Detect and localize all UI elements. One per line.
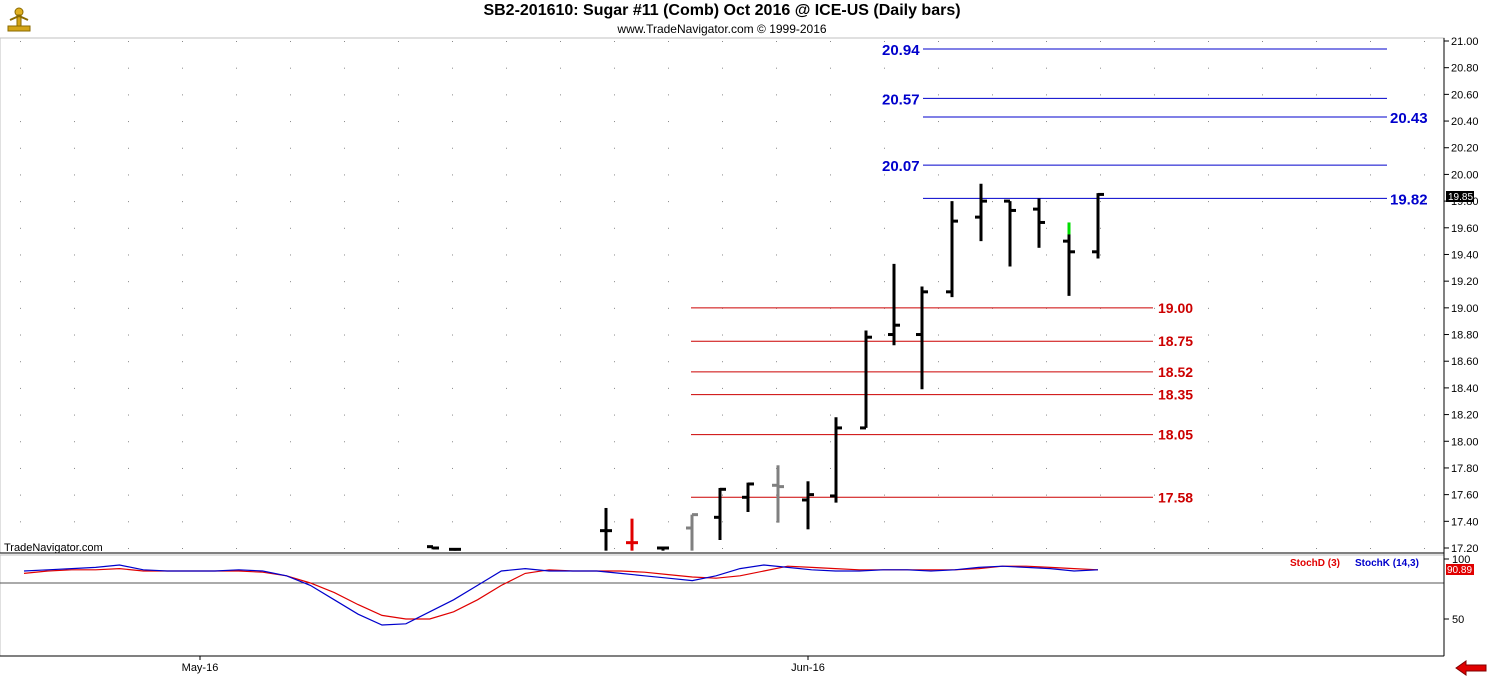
ohlc-bar [1092,192,1104,259]
ohlc-bar [888,263,900,346]
y-tick-label: 20.80 [1451,63,1479,75]
last-stoch-marker: 90.89 [1446,564,1474,576]
ohlc-bar [975,183,987,242]
red-level-label: 18.52 [1158,364,1193,380]
red-level-label: 18.35 [1158,387,1193,403]
watermark-text: TradeNavigator.com [4,542,103,554]
ohlc-bar [1033,198,1045,248]
y-tick-label: 19.40 [1451,249,1479,261]
y-tick-label: 19.00 [1451,303,1479,315]
blue-level-label: 20.57 [882,91,920,108]
indicator-panel-frame [0,554,1445,657]
y-tick-label: 18.60 [1451,356,1479,368]
last-price-marker: 19.85 [1446,191,1474,203]
y-tick-label: 17.60 [1451,490,1479,502]
y-tick-label: 18.80 [1451,330,1479,342]
blue-level-label: 20.43 [1390,110,1428,127]
y-tick-label: 17.20 [1451,543,1479,555]
x-tick-label: Jun-16 [791,662,825,674]
ohlc-bar [626,518,638,551]
ohlc-bar [1004,199,1016,267]
ohlc-bar [657,546,669,551]
stoch-k-legend: StochK (14,3) [1355,558,1419,569]
stoch-y-tick-label: 100 [1452,554,1470,566]
y-tick-label: 19.60 [1451,223,1479,235]
trade-navigator-logo-icon [7,7,31,32]
stoch-y-axis: 100 50 [1444,554,1470,626]
y-tick-label: 18.00 [1451,436,1479,448]
ohlc-bar [714,487,726,540]
y-tick-label: 18.40 [1451,383,1479,395]
red-level-label: 19.00 [1158,300,1193,316]
blue-level-label: 19.82 [1390,191,1428,208]
grid-dots [20,41,1425,549]
ohlc-bar [830,417,842,503]
ohlc-bar [802,481,814,530]
y-tick-label: 19.20 [1451,276,1479,288]
last-price-label: 19.85 [1448,192,1473,203]
scroll-arrow-icon[interactable] [1455,660,1487,676]
y-tick-label: 20.20 [1451,143,1479,155]
ohlc-bar [600,507,612,551]
red-level-label: 18.75 [1158,333,1193,349]
ohlc-bars [427,183,1104,551]
chart-header: SB2-201610: Sugar #11 (Comb) Oct 2016 @ … [0,0,1444,38]
red-level-label: 17.58 [1158,489,1193,505]
red-level-label: 18.05 [1158,427,1193,443]
y-tick-label: 17.80 [1451,463,1479,475]
last-stoch-label: 90.89 [1447,565,1472,576]
support-resistance-levels: 20.94 20.57 20.43 20.07 19.82 19.00 18.75 18.52… [691,42,1428,505]
ohlc-bar [1063,222,1075,296]
price-y-axis: 21.0020.8020.6020.4020.2020.0019.8019.60… [1444,36,1479,555]
stoch-y-tick-label: 50 [1452,614,1464,626]
ohlc-bar [946,201,958,298]
ohlc-bar [916,286,928,390]
date-x-axis: May-16 Jun-16 [182,656,825,674]
stoch-d-line [23,565,1099,620]
blue-level-label: 20.94 [882,42,920,59]
stochastic-lines [23,564,1099,626]
chart-title: SB2-201610: Sugar #11 (Comb) Oct 2016 @ … [483,2,961,19]
chart-subtitle: www.TradeNavigator.com © 1999-2016 [617,22,827,36]
ohlc-bar [860,330,872,430]
ohlc-bar [742,482,754,512]
x-tick-label: May-16 [182,662,219,674]
y-tick-label: 17.40 [1451,516,1479,528]
y-tick-label: 20.00 [1451,169,1479,181]
price-panel-frame [0,37,1445,554]
blue-level-label: 20.07 [882,158,920,175]
stoch-k-line [23,564,1099,626]
y-tick-label: 18.20 [1451,410,1479,422]
ohlc-bar [686,513,698,551]
ohlc-bar [427,545,439,550]
ohlc-bar [772,465,784,523]
ohlc-bar [449,547,461,551]
y-tick-label: 20.40 [1451,116,1479,128]
y-tick-label: 20.60 [1451,89,1479,101]
stoch-d-legend: StochD (3) [1290,558,1340,569]
y-tick-label: 21.00 [1451,36,1479,48]
